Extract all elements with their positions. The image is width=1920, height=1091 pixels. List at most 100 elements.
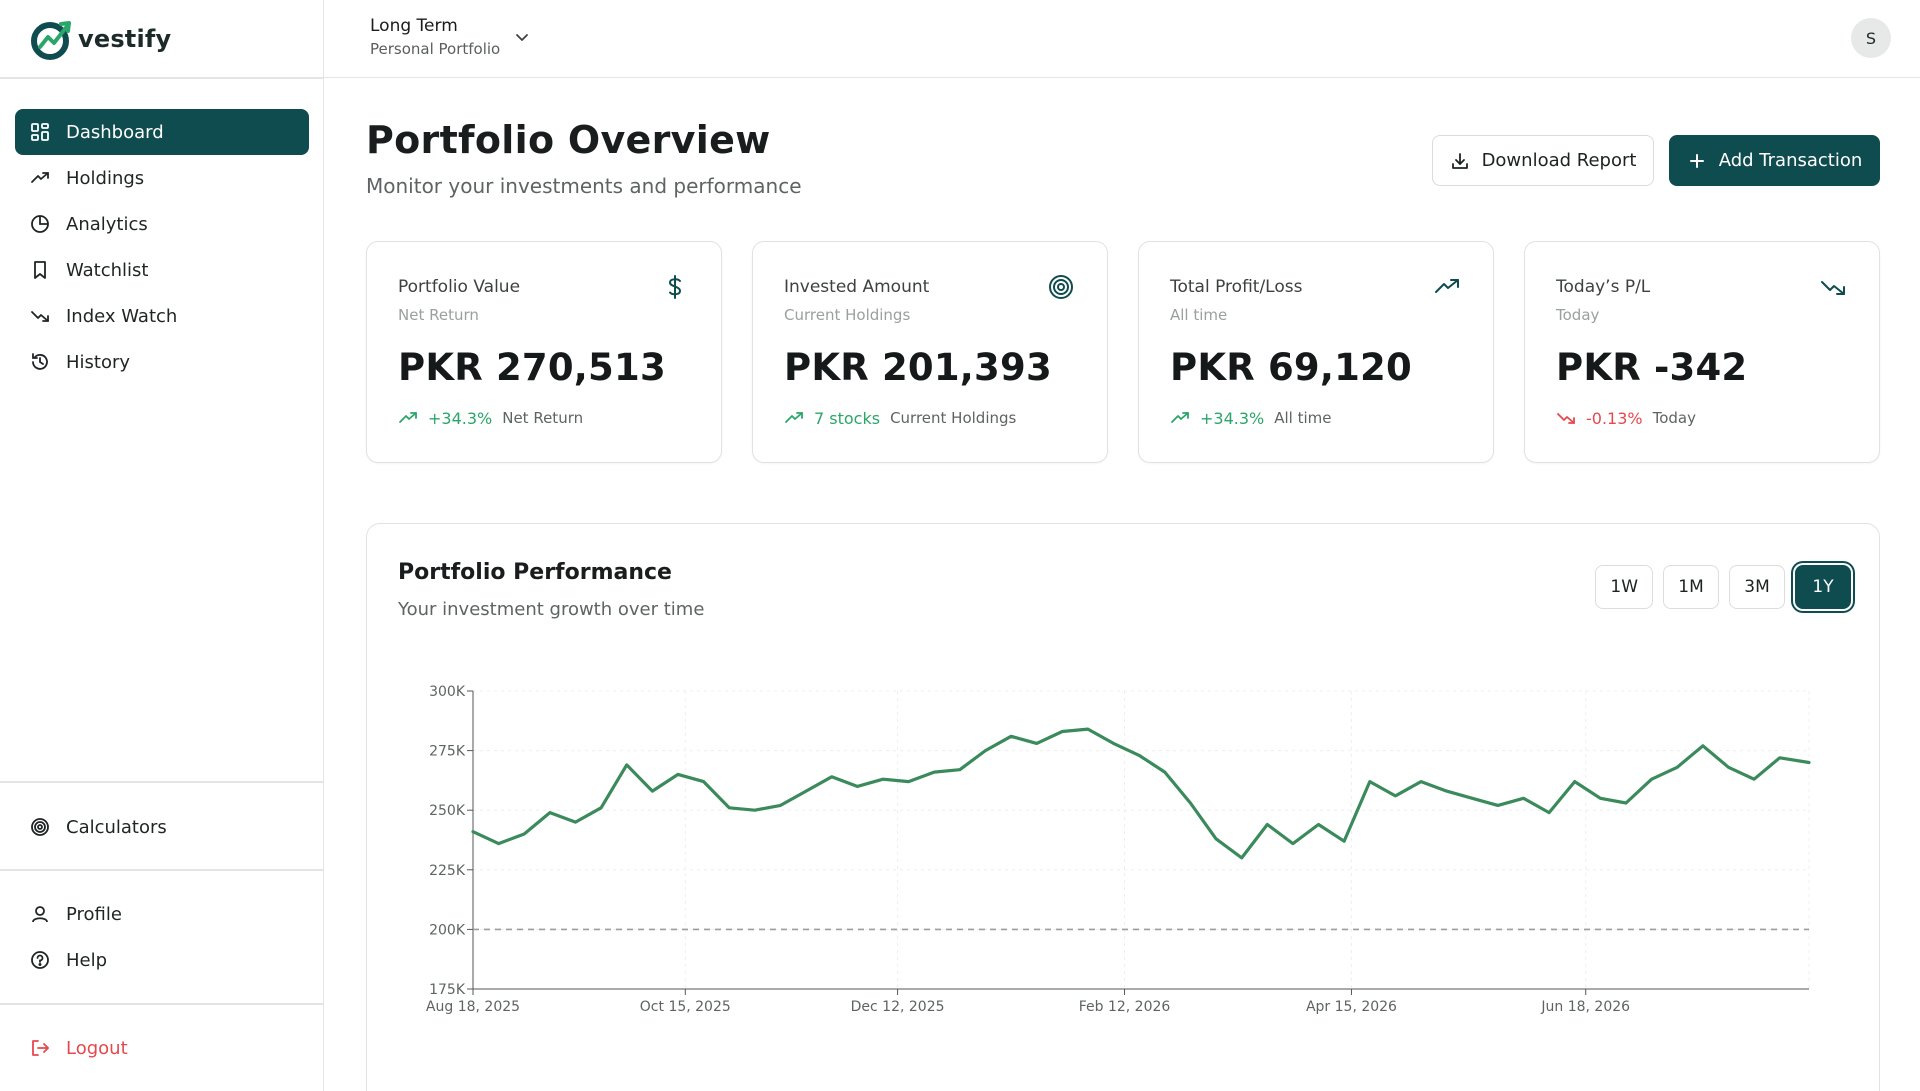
sidebar-item-label: Analytics xyxy=(66,213,148,235)
sidebar-item-label: Help xyxy=(66,949,108,971)
card-delta: 7 stocks xyxy=(814,408,881,428)
target-icon xyxy=(1049,275,1073,299)
card-delta: -0.13% xyxy=(1586,408,1643,428)
card-footer: 7 stocks Current Holdings xyxy=(784,408,1016,428)
range-3m-button[interactable]: 3M xyxy=(1729,565,1785,609)
y-tick-label: 200K xyxy=(429,922,466,938)
sidebar-item-holdings[interactable]: Holdings xyxy=(15,155,309,201)
x-tick-label: Apr 15, 2026 xyxy=(1306,999,1397,1015)
y-tick-label: 250K xyxy=(429,803,466,819)
download-report-label: Download Report xyxy=(1481,150,1637,171)
trending-up-icon xyxy=(1435,279,1459,293)
sidebar-item-index-watch[interactable]: Index Watch xyxy=(15,293,309,339)
trending-up-icon xyxy=(31,172,49,183)
card-value: PKR 69,120 xyxy=(1170,346,1412,389)
sidebar-item-label: Calculators xyxy=(66,816,167,838)
card-note: All time xyxy=(1274,409,1332,427)
sidebar-item-help[interactable]: Help xyxy=(15,937,309,983)
trending-up-icon xyxy=(785,412,803,423)
page-subtitle: Monitor your investments and performance xyxy=(366,174,802,198)
sidebar-item-calculators[interactable]: Calculators xyxy=(15,804,309,850)
x-tick-label: Feb 12, 2026 xyxy=(1079,999,1171,1015)
sidebar-item-profile[interactable]: Profile xyxy=(15,891,309,937)
card-title: Invested Amount xyxy=(784,277,930,297)
card-title: Today’s P/L xyxy=(1556,277,1651,297)
trending-down-icon xyxy=(31,311,49,322)
bookmark-icon xyxy=(34,261,46,279)
todays-pl-card: Today’s P/L Today PKR -342 -0.13% Today xyxy=(1524,241,1880,463)
sidebar-item-dashboard[interactable]: Dashboard xyxy=(15,109,309,155)
chevron-down-icon xyxy=(516,34,529,41)
total-profit-loss-card: Total Profit/Loss All time PKR 69,120 +3… xyxy=(1138,241,1494,463)
brand-logo[interactable]: vestify xyxy=(30,16,171,62)
card-note: Net Return xyxy=(502,409,584,427)
divider xyxy=(0,781,323,783)
card-value: PKR 270,513 xyxy=(398,346,666,389)
divider xyxy=(0,1003,323,1005)
sidebar-item-label: Dashboard xyxy=(66,121,164,143)
pie-chart-icon xyxy=(31,215,49,233)
range-1m-button[interactable]: 1M xyxy=(1663,565,1719,609)
sidebar-item-watchlist[interactable]: Watchlist xyxy=(15,247,309,293)
card-note: Today xyxy=(1652,409,1696,427)
y-tick-label: 225K xyxy=(429,863,466,879)
x-tick-label: Aug 18, 2025 xyxy=(426,999,520,1015)
avatar[interactable]: S xyxy=(1851,18,1891,58)
y-tick-label: 300K xyxy=(429,684,466,700)
card-note: Current Holdings xyxy=(890,409,1017,427)
card-title: Portfolio Value xyxy=(398,277,521,297)
download-report-button[interactable]: Download Report xyxy=(1432,135,1654,186)
divider xyxy=(0,869,323,871)
performance-panel: Portfolio Performance Your investment gr… xyxy=(366,523,1880,1091)
sidebar-item-label: Watchlist xyxy=(66,259,149,281)
add-transaction-button[interactable]: Add Transaction xyxy=(1669,135,1880,186)
performance-chart: 175K 200K 225K 250K 275K 300K Aug 18, 2025 Oct … xyxy=(426,684,1811,1015)
card-footer: +34.3% All time xyxy=(1170,408,1332,428)
card-title: Total Profit/Loss xyxy=(1170,277,1303,297)
trending-up-icon xyxy=(1171,412,1189,423)
sidebar-item-label: Logout xyxy=(66,1037,128,1059)
sidebar-item-label: Holdings xyxy=(66,167,145,189)
sidebar-item-label: Index Watch xyxy=(66,305,178,327)
portfolio-name: Long Term xyxy=(370,16,458,36)
trending-down-icon xyxy=(1557,413,1575,424)
sidebar: vestify Dashboard Holdings Analytics Wat… xyxy=(0,0,324,1091)
performance-title: Portfolio Performance xyxy=(398,560,672,585)
sidebar-item-logout[interactable]: Logout xyxy=(15,1025,309,1071)
range-1y-button[interactable]: 1Y xyxy=(1795,565,1851,609)
divider xyxy=(0,77,323,79)
dashboard-icon xyxy=(31,123,49,141)
page-title: Portfolio Overview xyxy=(366,118,771,162)
sidebar-item-label: Profile xyxy=(66,903,122,925)
sidebar-item-analytics[interactable]: Analytics xyxy=(15,201,309,247)
download-icon xyxy=(1451,152,1468,169)
card-delta: +34.3% xyxy=(428,408,493,428)
x-tick-label: Oct 15, 2025 xyxy=(640,999,731,1015)
sidebar-item-label: History xyxy=(66,351,131,373)
top-bar: Long Term Personal Portfolio S xyxy=(324,0,1920,78)
dollar-icon xyxy=(668,275,682,299)
portfolio-selector[interactable]: Long Term Personal Portfolio xyxy=(370,16,530,58)
series-line xyxy=(471,727,1811,860)
card-delta: +34.3% xyxy=(1200,408,1265,428)
help-icon xyxy=(31,951,49,969)
user-icon xyxy=(32,906,48,923)
card-subtitle: Net Return xyxy=(398,306,479,324)
card-value: PKR -342 xyxy=(1556,346,1748,389)
plus-icon xyxy=(1689,153,1704,168)
card-footer: -0.13% Today xyxy=(1556,408,1696,428)
y-tick-label: 275K xyxy=(429,744,466,760)
performance-subtitle: Your investment growth over time xyxy=(398,599,705,620)
card-subtitle: All time xyxy=(1170,306,1228,324)
range-1w-button[interactable]: 1W xyxy=(1595,565,1653,609)
target-icon xyxy=(31,818,49,836)
portfolio-value-card: Portfolio Value Net Return PKR 270,513 +… xyxy=(366,241,722,463)
brand-name: vestify xyxy=(78,25,172,53)
y-tick-label: 175K xyxy=(429,982,466,998)
portfolio-type: Personal Portfolio xyxy=(370,40,501,58)
sidebar-item-history[interactable]: History xyxy=(15,339,309,385)
invested-amount-card: Invested Amount Current Holdings PKR 201… xyxy=(752,241,1108,463)
history-icon xyxy=(32,353,48,370)
card-subtitle: Current Holdings xyxy=(784,306,911,324)
card-value: PKR 201,393 xyxy=(784,346,1052,389)
